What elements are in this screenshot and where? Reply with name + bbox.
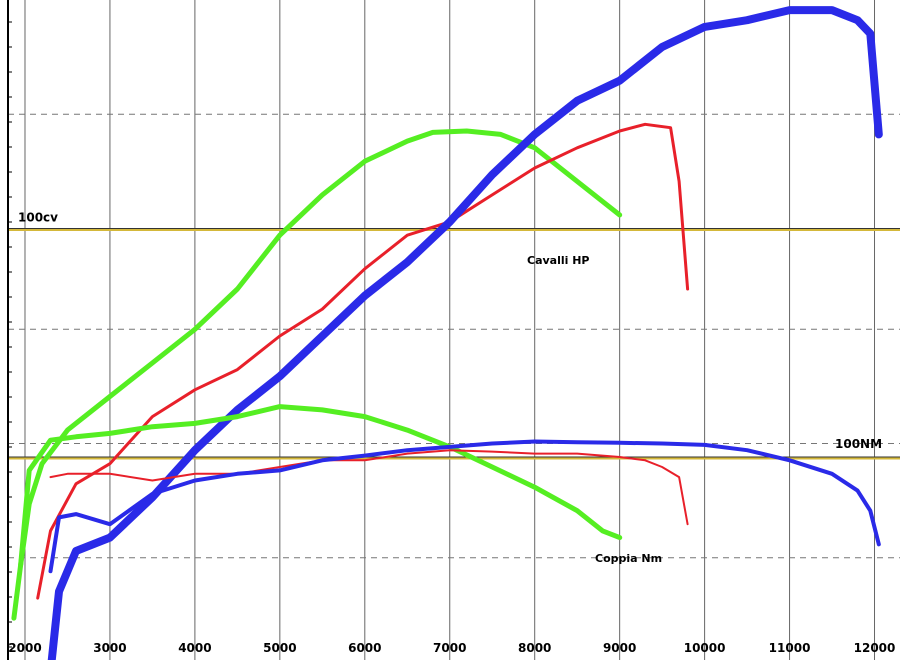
series-line-torque-6	[48, 439, 881, 574]
x-tick-labels: 2000 3000 4000 5000 6000 7000 8000 9000 10000 110…	[8, 641, 895, 655]
x-tick-label: 12000	[854, 641, 896, 655]
x-tick-label: 6000	[348, 641, 381, 655]
x-tick-label: 7000	[433, 641, 466, 655]
x-tick-label: 11000	[769, 641, 811, 655]
annotation-coppia-nm: Coppia Nm	[595, 552, 662, 565]
x-tick-label: 5000	[263, 641, 296, 655]
x-tick-label: 2000	[8, 641, 41, 655]
x-tick-label: 4000	[178, 641, 211, 655]
x-tick-label: 10000	[684, 641, 726, 655]
series-line-power-2	[36, 122, 690, 600]
grid	[8, 0, 900, 660]
x-tick-label: 9000	[603, 641, 636, 655]
series-lines	[11, 6, 883, 660]
reference-label-100cv: 100cv	[18, 210, 58, 224]
x-tick-label: 8000	[518, 641, 551, 655]
series-line-torque-5	[49, 449, 689, 526]
annotation-cavalli-hp: Cavalli HP	[527, 254, 590, 267]
y-axis	[7, 0, 12, 660]
series-line-torque-4	[18, 404, 623, 567]
reference-label-100nm: 100NM	[835, 437, 882, 451]
series-line-power-3	[47, 6, 883, 660]
reference-lines: 100cv 100NM	[8, 210, 900, 460]
x-tick-label: 3000	[93, 641, 126, 655]
series-line-power-1	[11, 128, 623, 621]
